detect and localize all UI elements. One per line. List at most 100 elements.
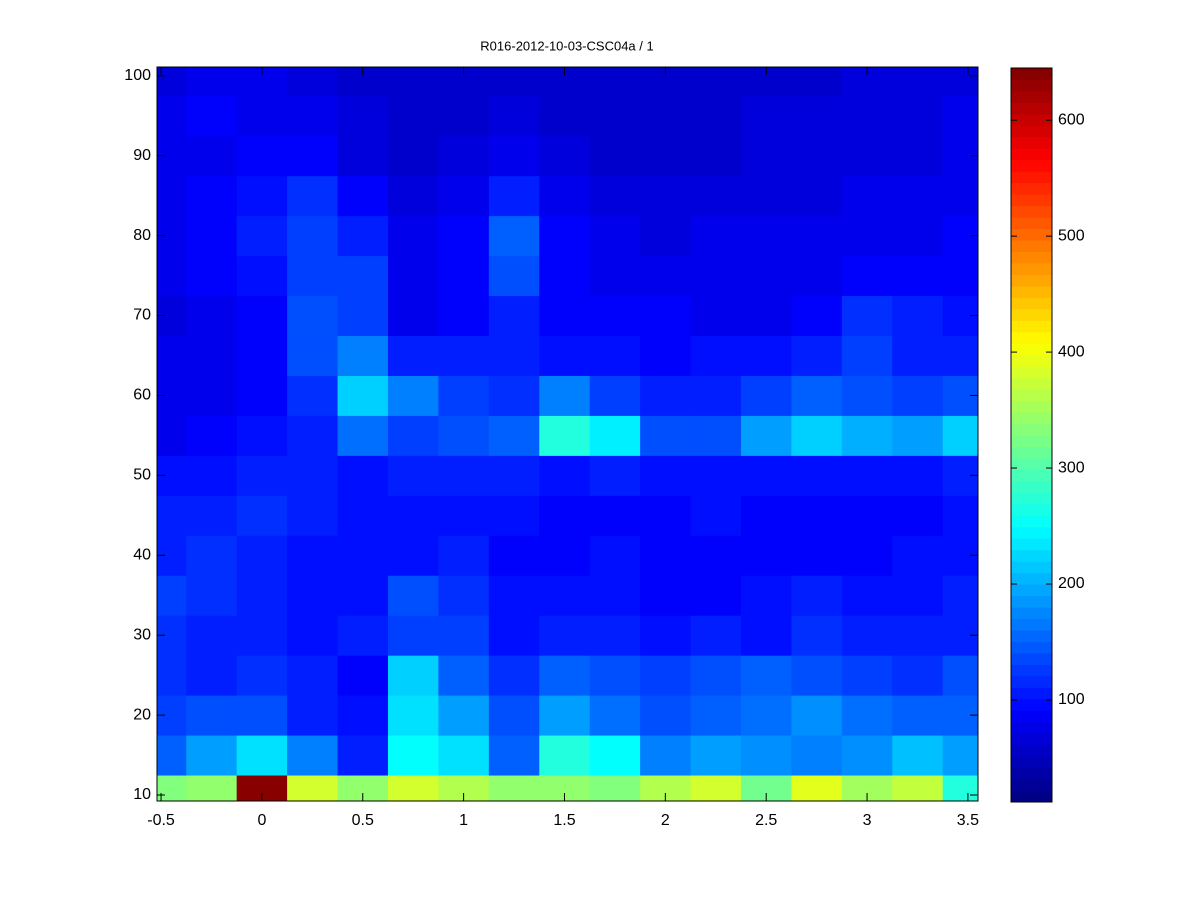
heatmap-cell (791, 695, 843, 736)
heatmap-cell (690, 535, 742, 576)
heatmap-cell (892, 695, 944, 736)
heatmap-cell (236, 735, 288, 776)
heatmap-cell (589, 775, 641, 801)
heatmap-cell (438, 495, 490, 536)
heatmap-cell (157, 655, 187, 696)
heatmap-cell (186, 335, 238, 376)
heatmap-cell (337, 535, 389, 576)
heatmap-cell (589, 455, 641, 496)
heatmap-cell (640, 135, 692, 177)
colorbar-swatch (1011, 549, 1052, 562)
heatmap-cell (589, 575, 641, 616)
heatmap-cell (337, 655, 389, 696)
heatmap-cell (387, 335, 439, 376)
heatmap-cell (942, 655, 978, 696)
heatmap-cell (791, 295, 843, 337)
heatmap-cell (640, 495, 692, 536)
heatmap-cell (186, 175, 238, 217)
heatmap-cell (640, 375, 692, 416)
heatmap-cell (337, 335, 389, 376)
heatmap-cell (740, 695, 792, 736)
x-tick-label: -0.5 (147, 812, 175, 829)
heatmap-cell (488, 375, 540, 416)
heatmap-cell (640, 255, 692, 297)
heatmap-cell (690, 575, 742, 616)
heatmap-cell (740, 655, 792, 696)
heatmap-cell (690, 655, 742, 696)
heatmap-cell (438, 695, 490, 736)
heatmap-cell (539, 255, 591, 297)
x-tick-label: 0 (257, 812, 266, 829)
heatmap-cell (438, 175, 490, 217)
heatmap-cell (287, 67, 339, 97)
colorbar-tick-label: 500 (1058, 227, 1085, 244)
heatmap-cell (892, 495, 944, 536)
heatmap-cell (186, 535, 238, 576)
heatmap-cell (438, 535, 490, 576)
heatmap-cell (690, 175, 742, 217)
heatmap-cell (387, 295, 439, 337)
y-tick-label: 60 (133, 387, 151, 404)
heatmap-cell (186, 295, 238, 337)
colorbar-swatch (1011, 90, 1052, 103)
heatmap-cell (488, 175, 540, 217)
colorbar-swatch (1011, 297, 1052, 310)
colorbar-swatch (1011, 446, 1052, 459)
heatmap-cell (488, 67, 540, 97)
heatmap-cell (438, 575, 490, 616)
heatmap-cell (640, 335, 692, 376)
colorbar-swatch (1011, 113, 1052, 126)
heatmap-cell (387, 375, 439, 416)
colorbar-swatch (1011, 354, 1052, 367)
heatmap-cell (186, 415, 238, 456)
x-tick-label: 1.5 (553, 812, 575, 829)
heatmap-cell (186, 775, 238, 801)
colorbar-swatch (1011, 68, 1052, 80)
colorbar-swatch (1011, 756, 1052, 769)
colorbar-swatch (1011, 469, 1052, 482)
heatmap-cell (236, 495, 288, 536)
heatmap-cell (640, 175, 692, 217)
heatmap-cell (438, 335, 490, 376)
heatmap-cell (186, 255, 238, 297)
heatmap-cell (157, 495, 187, 536)
heatmap-cell (157, 335, 187, 376)
heatmap-cell (740, 615, 792, 656)
heatmap-cell (539, 575, 591, 616)
colorbar-swatch (1011, 779, 1052, 792)
heatmap-cell (287, 615, 339, 656)
heatmap-cell (892, 135, 944, 177)
heatmap-cell (287, 135, 339, 177)
y-tick-label: 90 (133, 147, 151, 164)
colorbar-swatch (1011, 136, 1052, 149)
heatmap-cell (539, 95, 591, 137)
heatmap-cell (488, 575, 540, 616)
colorbar-swatch (1011, 262, 1052, 275)
heatmap-cell (892, 215, 944, 257)
heatmap-cell (236, 215, 288, 257)
heatmap-cell (287, 495, 339, 536)
heatmap-cell (387, 215, 439, 257)
heatmap-cell (791, 215, 843, 257)
heatmap-cell (287, 375, 339, 416)
heatmap-cell (740, 215, 792, 257)
colorbar-swatch (1011, 618, 1052, 631)
heatmap-cell (740, 535, 792, 576)
colorbar-swatch (1011, 251, 1052, 264)
colorbar-swatch (1011, 698, 1052, 711)
heatmap-cell (488, 335, 540, 376)
heatmap-cell (287, 255, 339, 297)
x-tick-label: 2 (661, 812, 670, 829)
colorbar-swatch (1011, 767, 1052, 780)
heatmap-cell (337, 495, 389, 536)
heatmap-cell (287, 175, 339, 217)
colorbar-swatch (1011, 308, 1052, 321)
heatmap-cell (589, 495, 641, 536)
x-tick-label: 2.5 (755, 812, 777, 829)
heatmap-cell (438, 615, 490, 656)
colorbar-swatch (1011, 584, 1052, 597)
heatmap-cell (942, 735, 978, 776)
heatmap-cell (892, 375, 944, 416)
heatmap-cell (236, 335, 288, 376)
